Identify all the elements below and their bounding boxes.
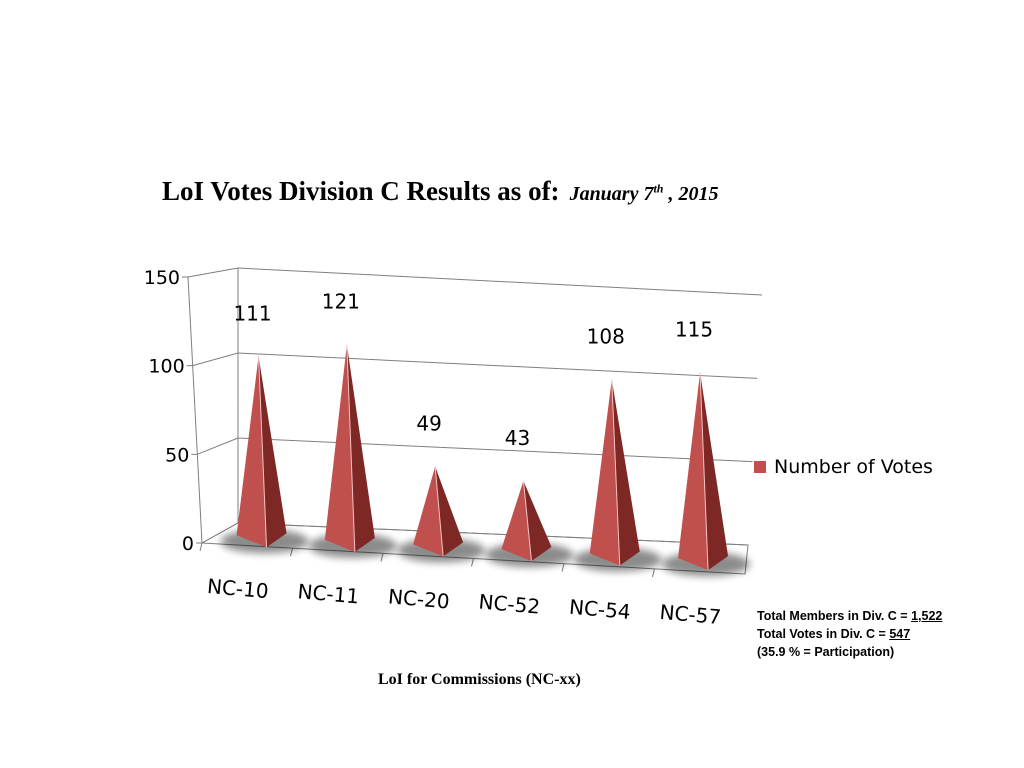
- total-votes-line: Total Votes in Div. C = 547: [757, 625, 942, 643]
- total-votes-value: 547: [889, 627, 911, 641]
- x-tick-mark: [199, 542, 203, 552]
- data-label-NC-57: 115: [675, 318, 713, 342]
- data-label-NC-20: 49: [416, 412, 441, 436]
- bar-face-front: [324, 344, 355, 552]
- total-members-label: Total Members in Div. C =: [757, 609, 912, 623]
- x-axis-categories: NC-10 NC-11 NC-20 NC-52 NC-54 NC-57: [206, 574, 722, 629]
- totals-notes: Total Members in Div. C = 1,522 Total Vo…: [757, 607, 942, 661]
- data-label-NC-11: 121: [322, 290, 360, 314]
- bar-edge-highlight: [258, 356, 268, 548]
- bar-NC-57: [662, 372, 751, 577]
- gridline-side: [187, 267, 239, 278]
- x-tick-mark: [561, 563, 565, 572]
- gridline-side: [192, 352, 239, 367]
- legend: Number of Votes: [754, 456, 933, 478]
- bar-face-front: [501, 480, 532, 561]
- gridline-back: [237, 352, 758, 379]
- chart-title-date: January 7th , 2015: [569, 181, 719, 205]
- x-category-label: NC-11: [297, 579, 360, 608]
- data-label-NC-52: 43: [505, 426, 530, 450]
- bar-edge-highlight: [434, 466, 444, 557]
- bar-face-front: [678, 372, 709, 571]
- bar-face-front: [589, 379, 620, 566]
- bar-edge-highlight: [611, 379, 621, 566]
- chart-title: LoI Votes Division C Results as of: Janua…: [162, 176, 718, 207]
- gridline-back: [237, 437, 753, 463]
- y-tick-label: 0: [182, 533, 194, 555]
- bar-face-side: [523, 480, 552, 561]
- x-category-label: NC-10: [206, 574, 269, 603]
- total-votes-label: Total Votes in Div. C =: [757, 627, 890, 641]
- legend-swatch: [754, 461, 766, 473]
- chart-title-date-suffix: , 2015: [663, 183, 719, 205]
- gridline-side: [197, 437, 239, 455]
- x-category-label: NC-20: [387, 584, 450, 613]
- participation-line: (35.9 % = Participation): [757, 645, 895, 659]
- chart-title-date-sup: th: [653, 181, 664, 196]
- y-axis-ticks: 0 50 100 150: [144, 267, 194, 555]
- bar-NC-20: [397, 466, 486, 563]
- data-labels: 111 121 49 43 108 115: [233, 290, 713, 450]
- bar-face-front: [413, 466, 444, 557]
- bar-face-front: [236, 356, 267, 548]
- x-category-label: NC-54: [568, 595, 631, 624]
- x-tick-mark: [652, 568, 655, 577]
- y-tick-label: 100: [148, 356, 184, 378]
- x-axis-title: LoI for Commissions (NC-xx): [378, 671, 581, 688]
- legend-label: Number of Votes: [774, 456, 933, 478]
- bar-face-side: [258, 356, 287, 548]
- total-members-value: 1,522: [911, 609, 943, 623]
- gridline-back: [237, 522, 749, 546]
- data-label-NC-54: 108: [587, 325, 625, 349]
- bar-face-side: [346, 344, 375, 552]
- axis-left: [187, 276, 203, 544]
- data-label-NC-10: 111: [233, 301, 271, 325]
- chart-title-date-prefix: January 7: [569, 183, 654, 205]
- gridline-side: [201, 522, 239, 544]
- total-members-line: Total Members in Div. C = 1,522: [757, 607, 942, 625]
- chart-title-main: LoI Votes Division C Results as of:: [162, 176, 560, 206]
- bar-edge-highlight: [346, 344, 356, 552]
- bar-edge-highlight: [699, 372, 709, 571]
- bar-NC-11: [308, 344, 397, 558]
- x-category-label: NC-57: [659, 600, 722, 629]
- bar-face-side: [611, 379, 640, 566]
- bar-NC-54: [573, 379, 662, 572]
- x-category-label: NC-52: [478, 589, 541, 618]
- bar-edge-highlight: [522, 480, 532, 562]
- x-tick-mark: [471, 558, 474, 567]
- bar-NC-10: [220, 356, 309, 554]
- bar-face-side: [435, 466, 464, 557]
- series-bars: [220, 344, 751, 577]
- bar-NC-52: [485, 480, 574, 567]
- y-tick-label: 50: [165, 444, 189, 466]
- y-tick-label: 150: [144, 267, 180, 289]
- bar-face-side: [700, 372, 729, 571]
- gridline-back: [237, 267, 763, 296]
